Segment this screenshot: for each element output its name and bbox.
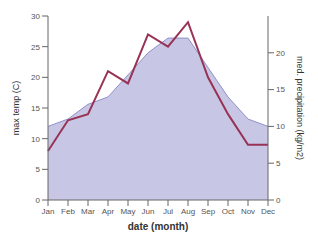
- svg-text:med. precipitation (kg/m2): med. precipitation (kg/m2): [295, 56, 305, 160]
- svg-text:Dec: Dec: [261, 207, 275, 216]
- svg-text:20: 20: [276, 49, 285, 58]
- svg-text:Aug: Aug: [181, 207, 195, 216]
- svg-text:Nov: Nov: [241, 207, 255, 216]
- svg-text:0: 0: [36, 196, 41, 205]
- svg-text:Feb: Feb: [61, 207, 75, 216]
- svg-text:date (month): date (month): [128, 221, 189, 232]
- svg-text:5: 5: [36, 165, 41, 174]
- svg-text:20: 20: [31, 73, 40, 82]
- svg-text:Mar: Mar: [81, 207, 95, 216]
- svg-text:10: 10: [31, 135, 40, 144]
- svg-text:30: 30: [31, 12, 40, 21]
- svg-text:25: 25: [31, 43, 40, 52]
- svg-text:15: 15: [31, 104, 40, 113]
- svg-text:0: 0: [276, 196, 281, 205]
- svg-text:Apr: Apr: [102, 207, 115, 216]
- svg-text:max temp (C): max temp (C): [11, 81, 21, 136]
- svg-text:15: 15: [276, 85, 285, 94]
- svg-text:10: 10: [276, 122, 285, 131]
- svg-text:Sep: Sep: [201, 207, 216, 216]
- svg-text:Jan: Jan: [42, 207, 55, 216]
- svg-text:Jun: Jun: [142, 207, 155, 216]
- svg-text:Oct: Oct: [222, 207, 235, 216]
- svg-text:Jul: Jul: [163, 207, 173, 216]
- svg-text:May: May: [120, 207, 135, 216]
- svg-text:5: 5: [276, 159, 281, 168]
